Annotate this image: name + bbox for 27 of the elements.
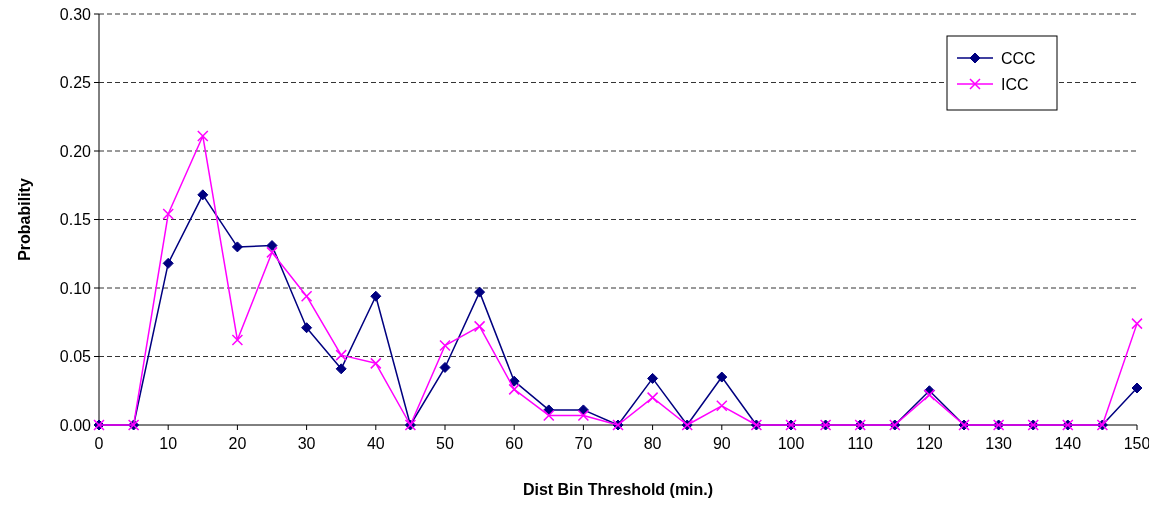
x-tick-label: 20 <box>228 435 247 452</box>
x-tick-label: 0 <box>94 435 104 452</box>
x-tick-label: 50 <box>436 435 454 452</box>
y-axis-title: Probability <box>16 178 33 261</box>
x-tick-label: 100 <box>777 435 805 452</box>
x-tick-label: 130 <box>985 435 1013 452</box>
x-tick-label: 110 <box>847 435 874 452</box>
x-tick-label: 70 <box>574 435 593 452</box>
x-tick-label: 10 <box>159 435 178 452</box>
x-axis-title: Dist Bin Threshold (min.) <box>522 481 714 498</box>
x-tick-label: 150 <box>1123 435 1151 452</box>
x-tick-label: 60 <box>505 435 524 452</box>
y-tick-label: 0.30 <box>59 5 92 23</box>
legend-label: CCC <box>1001 49 1036 67</box>
y-tick-label: 0.25 <box>59 74 92 92</box>
y-tick-label: 0.20 <box>59 142 92 160</box>
legend-label: ICC <box>1001 75 1029 93</box>
y-tick-label: 0.10 <box>59 279 92 297</box>
x-tick-label: 30 <box>297 435 316 452</box>
x-tick-label: 80 <box>643 435 662 452</box>
x-tick-label: 120 <box>916 435 943 452</box>
y-tick-label: 0.05 <box>59 348 92 366</box>
y-tick-label: 0.15 <box>59 211 92 229</box>
x-tick-label: 90 <box>712 435 731 452</box>
x-tick-label: 40 <box>366 435 385 452</box>
x-tick-label: 140 <box>1054 435 1082 452</box>
y-tick-label: 0.00 <box>59 416 92 434</box>
